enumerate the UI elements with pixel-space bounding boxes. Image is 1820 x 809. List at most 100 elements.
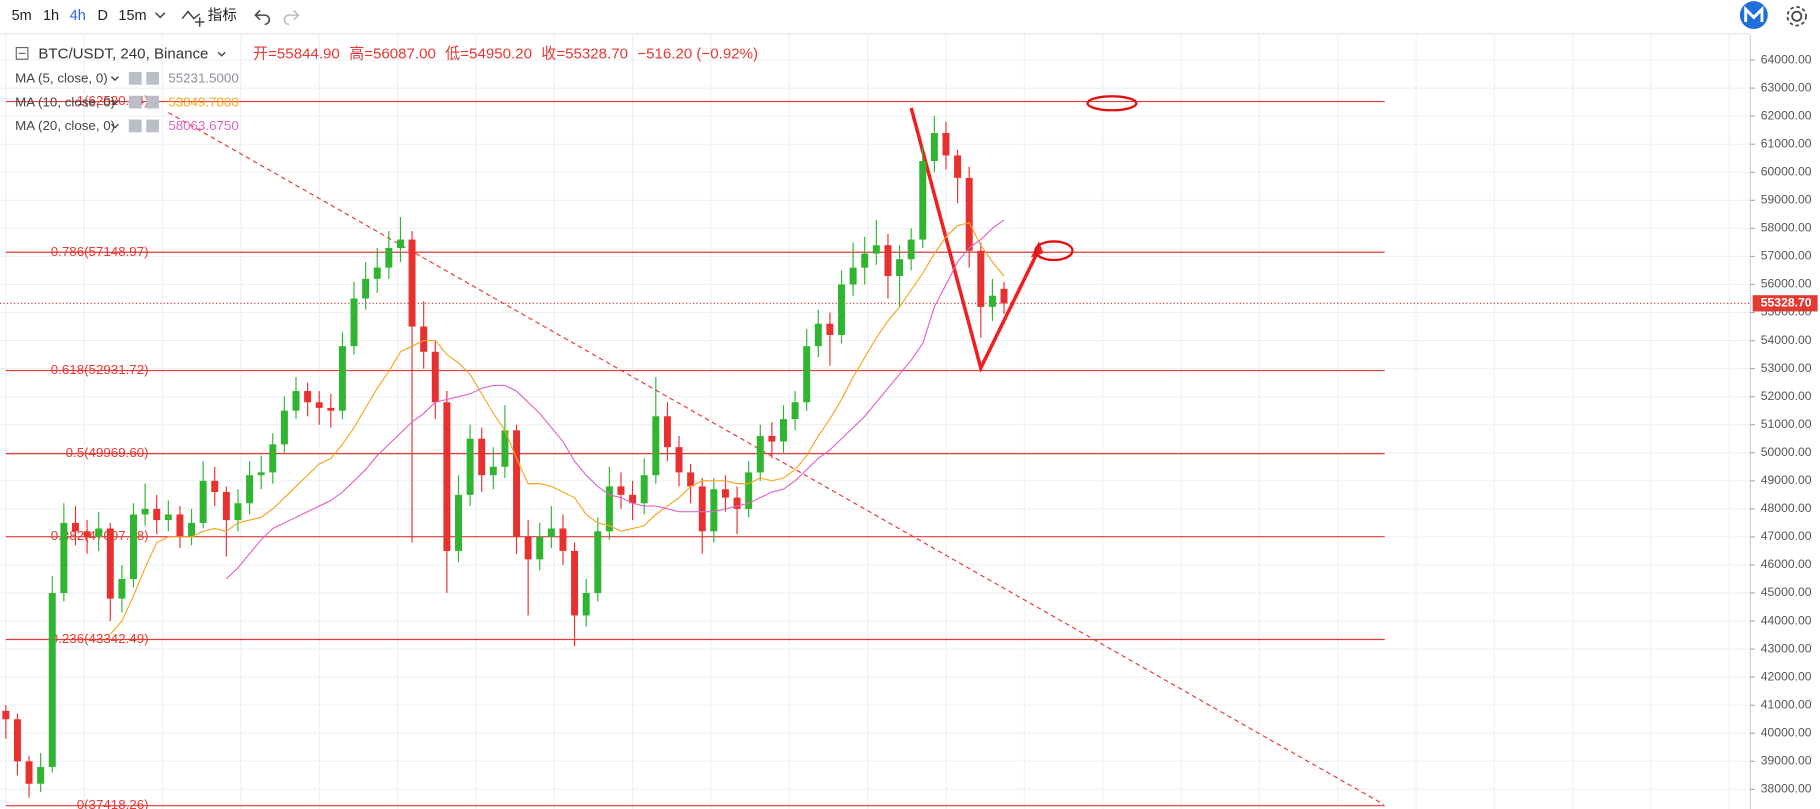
y-tick-label: 51000.00 [1761, 417, 1812, 431]
candle-body [663, 416, 671, 448]
candle-body [780, 419, 787, 442]
logo[interactable] [1739, 1, 1768, 30]
candle-body [489, 466, 497, 476]
ma-line [225, 219, 1005, 580]
candle-body [652, 416, 660, 476]
ellipse-mark [1086, 95, 1138, 112]
candle-body [605, 486, 613, 532]
toolbar [0, 0, 1820, 34]
candle-body [396, 239, 404, 249]
candle-body [315, 402, 323, 408]
candle-body [385, 248, 393, 268]
candle-body [756, 435, 764, 473]
undo-button[interactable] [254, 9, 270, 26]
candle-body [849, 267, 857, 285]
candle-body [791, 402, 799, 420]
y-tick-label: 57000.00 [1761, 249, 1812, 263]
ma-name: MA (20, close, 0) [15, 118, 115, 133]
arrow-path [909, 107, 1041, 373]
y-tick-label: 46000.00 [1761, 557, 1812, 571]
dropdown-icon [110, 123, 119, 129]
y-tick-label: 62000.00 [1761, 108, 1812, 122]
settings-button[interactable] [1791, 10, 1803, 22]
candle-body [478, 438, 486, 476]
candle-body [292, 391, 300, 411]
level-label: 0.236(43342.49) [51, 631, 149, 646]
y-tick-label: 56000.00 [1761, 277, 1812, 291]
candle-body [246, 475, 254, 504]
candle-body [594, 531, 602, 594]
level-label: 0(37418.26) [77, 797, 149, 809]
candle-body [431, 351, 439, 403]
candle-body [257, 472, 265, 476]
interval-button[interactable]: 15m [118, 8, 146, 24]
y-tick-label: 47000.00 [1761, 529, 1812, 543]
candle-body [814, 323, 822, 347]
candle-body [640, 475, 648, 504]
y-tick-label: 59000.00 [1761, 193, 1812, 207]
interval-button[interactable]: D [98, 8, 108, 24]
candle-body [745, 472, 753, 509]
y-tick-label: 54000.00 [1761, 333, 1812, 347]
candle-body [629, 494, 637, 504]
y-tick-label: 60000.00 [1761, 164, 1812, 178]
y-tick-label: 45000.00 [1761, 585, 1812, 599]
candle-body [455, 494, 462, 551]
y-tick-label: 43000.00 [1761, 641, 1812, 655]
dropdown-icon[interactable] [217, 51, 226, 57]
y-tick-label: 63000.00 [1761, 80, 1812, 94]
y-tick-label: 58000.00 [1761, 221, 1812, 235]
candle-body [698, 486, 706, 532]
interval-button[interactable]: 1h [43, 8, 59, 24]
candle-body [2, 710, 10, 720]
candle-body [373, 267, 381, 279]
candle-body [443, 402, 451, 551]
ma-name: MA (10, close, 0) [15, 94, 115, 109]
candle-body [907, 239, 915, 260]
candle-body [988, 295, 996, 307]
y-tick-label: 64000.00 [1761, 52, 1812, 66]
candle-body [1000, 288, 1008, 304]
remove-button [146, 95, 160, 109]
candle-body [571, 550, 579, 616]
ohlc-reading: 开=55844.90 [253, 46, 340, 63]
candle-body [559, 528, 567, 551]
symbol-title[interactable]: BTC/USDT, 240, Binance [38, 46, 208, 63]
y-tick-label: 49000.00 [1761, 473, 1812, 487]
candle-body [803, 346, 811, 403]
candle-body [188, 522, 196, 537]
candle-body [942, 132, 950, 156]
y-tick-label: 53000.00 [1761, 361, 1812, 375]
candle-body [176, 514, 184, 537]
candle-body [141, 508, 149, 515]
interval-button[interactable]: 5m [12, 8, 32, 24]
dropdown-icon[interactable] [155, 12, 166, 19]
logo-mark [1744, 5, 1764, 23]
candle-body [896, 259, 904, 277]
dropdown-icon [110, 76, 119, 82]
candle-body [280, 410, 288, 445]
candle-body [768, 435, 776, 442]
candle-body [687, 472, 695, 487]
candle-body [60, 522, 68, 594]
indicator-icon[interactable] [181, 10, 205, 27]
redo-button[interactable] [283, 9, 300, 26]
indicators-button[interactable]: 指标 [208, 7, 237, 24]
candle-body [118, 578, 126, 599]
ellipse-mark [1034, 240, 1074, 262]
candle-body [95, 528, 103, 537]
candle-body [211, 480, 219, 493]
y-tick-label: 41000.00 [1761, 697, 1812, 711]
candle-body [710, 489, 718, 532]
candle-body [408, 239, 416, 327]
collapse-icon[interactable] [15, 47, 29, 60]
interval-button[interactable]: 4h [70, 8, 86, 24]
y-tick-label: 38000.00 [1761, 782, 1812, 796]
candle-body [362, 278, 370, 299]
candle-body [501, 430, 509, 467]
y-tick-label: 52000.00 [1761, 389, 1812, 403]
ohlc-reading: 高=56087.00 [349, 46, 436, 63]
candle-body [130, 514, 137, 579]
